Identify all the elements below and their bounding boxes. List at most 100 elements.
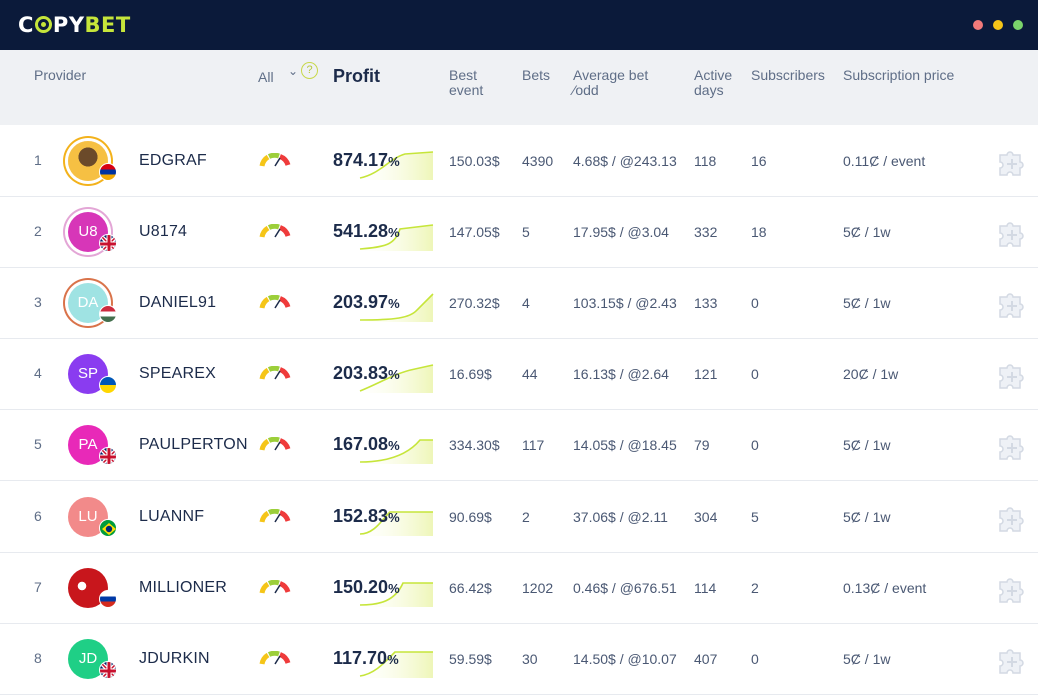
provider-name[interactable]: PAULPERTON [139,436,248,454]
average-bet-value: 14.50$ / @10.07 [573,650,677,667]
average-bet-value: 103.15$ / @2.43 [573,295,677,312]
best-event-value: 150.03$ [449,153,500,169]
active-days-value: 332 [694,224,718,241]
best-event-value: 90.69$ [449,508,492,525]
active-days-value: 114 [694,579,717,596]
flag-uk-icon [99,447,117,466]
window-dot-green[interactable] [1013,20,1023,30]
avatar[interactable]: JD [68,638,108,679]
window-dot-red[interactable] [973,20,983,30]
bets-value: 2 [522,508,530,525]
header-bets[interactable]: Bets [522,67,551,83]
average-bet-value: 37.06$ / @2.11 [573,508,668,525]
profit-value: 541.28% [333,221,400,242]
header-profit[interactable]: Profit [333,66,380,86]
subscribers-value: 2 [751,579,759,596]
subscription-price-value: 20Ȼ / 1w [843,366,899,383]
provider-name[interactable]: DANIEL91 [139,294,217,312]
best-event-value: 59.59$ [449,650,492,667]
chip-icon [34,16,52,33]
bets-value: 1202 [522,579,554,596]
copybet-logo[interactable]: C PYBET [18,13,131,37]
table-row[interactable]: 2 U8 U8174 541.28% 147.05$ 5 17.95$ / @3.04 332… [0,197,1038,269]
subscribe-puzzle-icon[interactable] [994,499,1030,535]
table-row[interactable]: 6 LU LUANNF 152.83% 90.69$ 2 37.06$ / @2.11 304… [0,481,1038,553]
best-event-value: 270.32$ [449,295,500,312]
risk-gauge-icon [259,650,291,665]
table-row[interactable]: 7 MILLIONER 150.20% 66.42$ 1202 0.46$ / @676.… [0,552,1038,624]
subscribe-puzzle-icon[interactable] [994,356,1030,392]
rank-number: 5 [34,436,42,453]
table-row[interactable]: 4 SP SPEAREX 203.83% 16.69$ 44 16.13$ / @2.64 1… [0,339,1038,411]
provider-name[interactable]: EDGRAF [139,152,207,169]
risk-gauge-icon [259,366,291,380]
active-days-value: 304 [694,508,718,525]
profit-number: 874.17 [333,150,389,170]
subscribe-puzzle-icon[interactable] [994,285,1030,321]
header-subscription-price[interactable]: Subscription price [843,67,955,83]
table-row[interactable]: 5 PA PAULPERTON 167.08% 334.30$ 117 14.05$ / @… [0,410,1038,482]
subscribe-puzzle-icon[interactable] [994,214,1030,250]
header-best-event[interactable]: Best event [449,67,484,98]
provider-name[interactable]: U8174 [139,223,188,241]
profit-percent-sign: % [387,651,399,667]
provider-name[interactable]: LUANNF [139,507,205,525]
profit-number: 203.83 [333,363,389,384]
profit-value: 167.08% [333,434,400,455]
risk-gauge-icon [259,579,291,594]
subscribe-puzzle-icon[interactable] [994,570,1030,606]
subscription-price-value: 5Ȼ / 1w [843,508,891,525]
window-dot-yellow[interactable] [993,20,1003,30]
header-average-bet[interactable]: Average bet ⁄odd [573,67,649,98]
table-row[interactable]: 1 EDGRAF 874.17% 150.03$ 4390 4.68$ / @243.13… [0,126,1038,197]
header-active-days[interactable]: Active days [694,67,733,98]
flag-brazil-icon [99,518,117,537]
header-provider[interactable]: Provider [34,67,87,83]
provider-name[interactable]: JDURKIN [139,649,210,667]
subscribe-puzzle-icon[interactable] [994,143,1030,179]
help-icon[interactable]: ? [301,62,318,79]
profit-number: 150.20 [333,576,389,597]
bets-value: 117 [522,437,545,454]
flag-uk-icon [99,660,117,679]
subscription-price-value: 5Ȼ / 1w [843,650,891,667]
risk-gauge-icon [259,294,291,309]
active-days-value: 118 [694,153,717,169]
profit-percent-sign: % [388,154,400,169]
subscription-price-value: 5Ȼ / 1w [843,437,891,454]
active-days-value: 121 [694,366,718,383]
profit-sparkline [355,571,435,607]
table-header: Provider All ⌄ ? Profit Best event Bets … [0,50,1038,125]
profit-number: 152.83 [333,505,389,526]
profit-sparkline [355,215,435,252]
subscribe-puzzle-icon[interactable] [994,641,1030,677]
profit-value: 150.20% [333,577,400,598]
provider-name[interactable]: SPEAREX [139,365,216,383]
bets-value: 4390 [522,153,554,169]
table-row[interactable]: 3 DA DANIEL91 203.97% 270.32$ 4 103.15$ / @2.4… [0,268,1038,340]
profit-percent-sign: % [388,367,400,383]
header-subscribers[interactable]: Subscribers [751,67,825,83]
best-event-value: 16.69$ [449,366,492,383]
subscription-price-value: 5Ȼ / 1w [843,295,891,312]
best-event-value: 334.30$ [449,437,500,454]
average-bet-value: 0.46$ / @676.51 [573,579,677,596]
profit-number: 541.28 [333,221,389,242]
bets-value: 4 [522,295,530,312]
flag-hungary-icon [99,305,117,324]
flag-ukraine-icon [99,376,117,395]
avatar[interactable]: U8 [68,212,108,253]
subscribers-value: 0 [751,650,759,667]
flag-armenia-icon [99,163,117,181]
subscribers-value: 0 [751,437,759,454]
subscribe-puzzle-icon[interactable] [994,427,1030,463]
filter-select[interactable]: All [258,69,274,85]
provider-name[interactable]: MILLIONER [139,578,228,596]
profit-percent-sign: % [388,438,400,454]
subscribers-value: 0 [751,295,759,312]
table-row[interactable]: 8 JD JDURKIN 117.70% 59.59$ 30 14.50$ / @10.07… [0,623,1038,695]
active-days-value: 407 [694,650,718,667]
chevron-down-icon[interactable]: ⌄ [288,64,299,78]
average-bet-value: 14.05$ / @18.45 [573,437,677,454]
profit-percent-sign: % [388,509,400,525]
